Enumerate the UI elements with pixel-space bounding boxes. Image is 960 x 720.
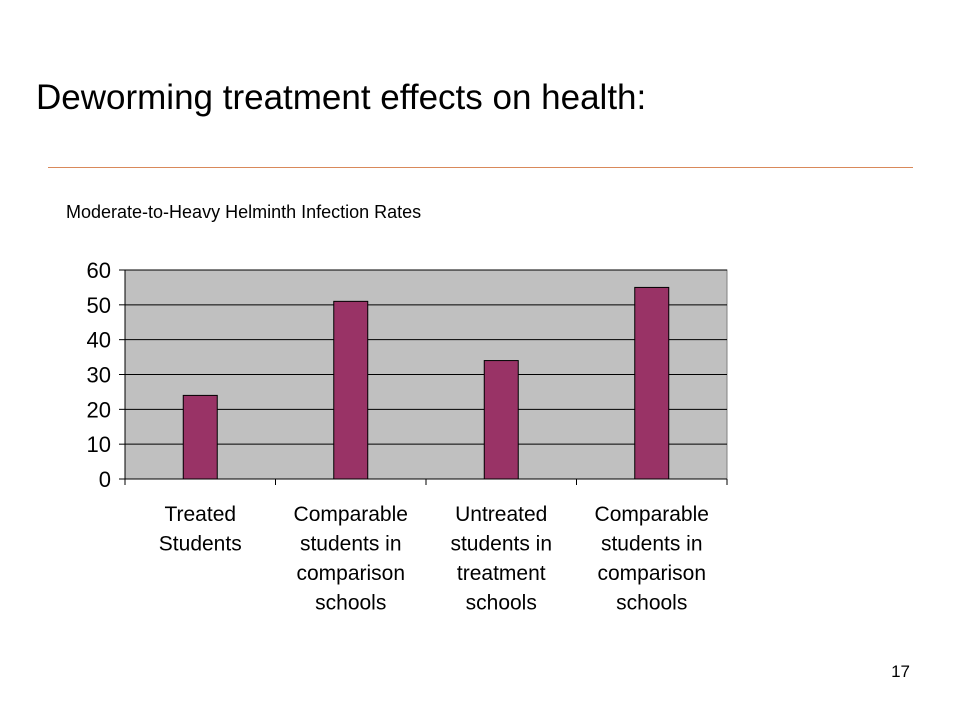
x-tick-label-line: Comparable [294, 503, 408, 526]
x-tick-label-line: students in [601, 533, 703, 556]
y-tick-label: 60 [87, 258, 111, 283]
title-divider [48, 167, 913, 168]
y-tick-label: 10 [87, 432, 111, 457]
x-tick-label-line: schools [315, 592, 386, 615]
page-number: 17 [891, 662, 910, 681]
chart-title: Moderate-to-Heavy Helminth Infection Rat… [66, 202, 422, 222]
y-tick-label: 30 [87, 363, 111, 388]
y-tick-label: 20 [87, 397, 111, 422]
bar [634, 286, 670, 480]
x-tick-label-line: Treated [164, 503, 236, 526]
x-tick-label-line: comparison [597, 562, 706, 585]
x-tick-label-line: Students [159, 533, 242, 556]
x-tick-label: Comparable students in comparison schools [294, 503, 408, 615]
x-tick-label-line: Untreated [455, 503, 547, 526]
slide-title: Deworming treatment effects on health: [36, 78, 647, 117]
x-tick-label-line: students in [300, 533, 402, 556]
bar [483, 360, 519, 480]
y-tick-label: 50 [87, 293, 111, 318]
x-tick-label-line: schools [466, 592, 537, 615]
x-tick-label-line: students in [450, 533, 552, 556]
x-tick-label-line: treatment [457, 562, 546, 585]
x-tick-label-line: Comparable [595, 503, 709, 526]
y-tick-label: 40 [87, 328, 111, 353]
bar [182, 394, 218, 480]
x-tick-label-line: schools [616, 592, 687, 615]
x-tick-label: Treated Students [159, 503, 242, 556]
y-tick-label: 0 [99, 467, 111, 492]
bar [333, 300, 369, 480]
x-tick-label: Comparable students in comparison schools [595, 503, 709, 615]
x-tick-label: Untreated students in treatment schools [450, 503, 552, 615]
x-tick-label-line: comparison [296, 562, 405, 585]
